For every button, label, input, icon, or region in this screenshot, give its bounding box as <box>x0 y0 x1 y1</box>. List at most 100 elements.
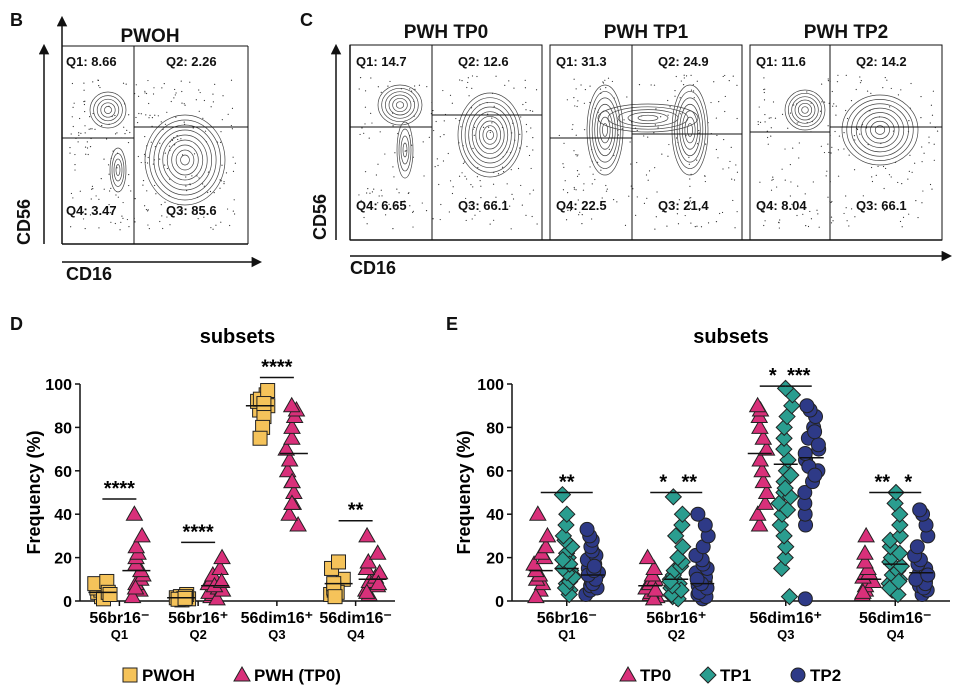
panel-c-event-dot <box>884 76 886 79</box>
panel-c-tp0-q1: Q1: 14.7 <box>356 54 407 69</box>
panel-c-event-dot <box>826 170 828 172</box>
panel-c-event-dot <box>669 106 671 108</box>
panel-c-event-dot <box>933 159 935 161</box>
panel-e-legend-label: TP1 <box>720 666 751 685</box>
panel-c-event-dot <box>770 135 772 137</box>
panel-b-event-dot <box>129 131 131 134</box>
panel-c-event-dot <box>575 154 577 156</box>
panel-c-event-dot <box>467 81 469 84</box>
panel-c-event-dot <box>451 192 454 195</box>
panel-c-event-dot <box>473 126 476 128</box>
panel-b-contour-q1 <box>100 102 116 118</box>
panel-c-event-dot <box>573 78 575 80</box>
panel-c-event-dot <box>392 125 394 127</box>
panel-c-event-dot <box>532 189 535 191</box>
panel-c-event-dot <box>636 196 638 198</box>
panel-b-event-dot <box>100 178 102 180</box>
panel-c-event-dot <box>770 189 773 191</box>
panel-d-point-triangle <box>126 578 145 595</box>
panel-c-event-dot <box>831 200 833 203</box>
panel-b-event-dot <box>86 141 88 143</box>
panel-c-event-dot <box>472 186 474 188</box>
panel-c-event-dot <box>577 154 579 156</box>
panel-b-event-dot <box>181 209 183 212</box>
panel-c-event-dot <box>473 134 475 136</box>
panel-c-event-dot <box>920 95 922 98</box>
panel-c-event-dot <box>647 136 649 138</box>
panel-b-event-dot <box>84 227 86 230</box>
panel-c-event-dot <box>900 89 902 91</box>
panel-c-event-dot <box>901 183 903 185</box>
panel-b-event-dot <box>177 138 179 141</box>
panel-e-point-circle <box>912 502 928 518</box>
panel-e-point-diamond <box>666 527 685 545</box>
panel-b-event-dot <box>183 121 185 123</box>
panel-c-event-dot <box>776 186 778 188</box>
panel-b-event-dot <box>170 100 172 103</box>
panel-b-event-dot <box>198 110 200 112</box>
panel-e-point-diamond <box>890 572 908 591</box>
panel-c-event-dot <box>724 110 726 113</box>
panel-c-tp2-contour-q1 <box>791 96 819 124</box>
panel-c-event-dot <box>428 136 430 138</box>
panel-b-event-dot <box>134 221 136 223</box>
panel-c-event-dot <box>423 175 425 177</box>
panel-b-event-dot <box>83 103 86 106</box>
panel-c-event-dot <box>837 149 839 151</box>
panel-c-event-dot <box>489 131 491 134</box>
panel-c-event-dot <box>763 91 765 94</box>
panel-b-event-dot <box>99 86 101 89</box>
panel-e-point-circle <box>579 521 595 537</box>
panel-e-point-triangle <box>857 526 875 543</box>
panel-c-event-dot <box>835 105 837 107</box>
panel-b-event-dot <box>128 114 130 116</box>
panel-b-event-dot <box>74 163 76 166</box>
panel-e-point-circle <box>810 437 826 453</box>
panel-c-event-dot <box>443 133 445 136</box>
panel-c-event-dot <box>759 121 762 123</box>
panel-c-event-dot <box>766 130 768 132</box>
panel-e-y-tick-label: 40 <box>486 507 504 524</box>
panel-c-event-dot <box>364 90 367 92</box>
panel-c-event-dot <box>513 87 515 89</box>
panel-c-event-dot <box>536 223 538 225</box>
panel-c-event-dot <box>380 91 382 93</box>
panel-c-event-dot <box>654 228 656 230</box>
panel-c-event-dot <box>700 226 703 228</box>
panel-c-tp0-contour-main <box>471 111 509 159</box>
panel-c-event-dot <box>848 154 850 156</box>
panel-c-event-dot <box>440 203 442 206</box>
panel-b-letter: B <box>10 10 23 30</box>
panel-c-tp0-contour-main <box>482 125 498 145</box>
panel-c-event-dot <box>565 219 568 221</box>
panel-c-event-dot <box>692 84 694 86</box>
panel-b-event-dot <box>222 95 224 97</box>
panel-c-event-dot <box>827 80 830 82</box>
panel-b-event-dot <box>147 79 149 82</box>
panel-c-event-dot <box>928 136 930 138</box>
panel-e-point-diamond <box>664 488 683 506</box>
panel-e-category-sublabel: Q4 <box>887 627 905 642</box>
panel-c-event-dot <box>828 151 830 154</box>
panel-c-event-dot <box>412 210 414 212</box>
panel-c-event-dot <box>520 116 522 118</box>
panel-b-event-dot <box>84 100 86 102</box>
panel-c-event-dot <box>654 167 656 169</box>
panel-b-event-dot <box>221 119 223 121</box>
panel-b-event-dot <box>157 115 159 117</box>
panel-c-event-dot <box>508 80 510 82</box>
panel-b-event-dot <box>70 226 72 228</box>
panel-b-contours <box>69 79 236 231</box>
panel-b-contour-q1 <box>104 106 112 114</box>
panel-d-point-square <box>327 589 343 605</box>
panel-b-event-dot <box>116 132 118 134</box>
panel-c-event-dot <box>502 170 505 173</box>
panel-e-point-triangle <box>757 440 776 456</box>
panel-c-event-dot <box>792 147 794 149</box>
panel-e-point-triangle <box>757 483 776 499</box>
panel-b-event-dot <box>233 199 235 201</box>
panel-c-event-dot <box>489 223 491 225</box>
panel-e-category-label: 56dim16⁻ <box>859 610 931 627</box>
panel-b-event-dot <box>123 126 125 128</box>
panel-c-event-dot <box>367 188 369 190</box>
